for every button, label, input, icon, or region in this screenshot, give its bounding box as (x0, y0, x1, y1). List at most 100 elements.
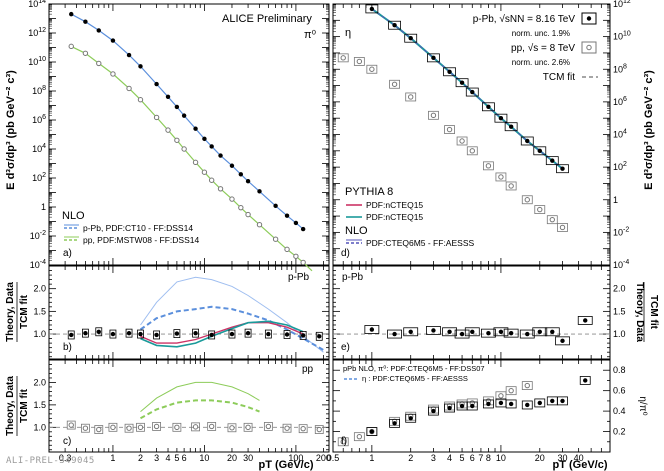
ppb-ratio-point (110, 331, 116, 337)
pp-ratio-point-syst-box (282, 423, 292, 433)
legend-nlo-eta-item: PDF:CTEQ6M5 - FF:AESSS (366, 238, 474, 248)
pp-pi0-point (208, 177, 215, 183)
ppb-eta-pi0-point-syst-box (483, 399, 494, 409)
ppb-eta-point-syst-box (455, 78, 469, 88)
ppb-eta-point (431, 55, 436, 61)
pp-ratio-point-syst-box (227, 423, 237, 433)
y-tick-label: 1012 (28, 27, 46, 38)
panel-label-e: e) (341, 342, 350, 353)
ppb-ratio-point-syst-box (82, 328, 89, 338)
legend-ppb: p-Pb, √sNN = 8.16 TeV (473, 13, 576, 25)
pythia-ppb-ratio (140, 322, 304, 344)
x-tick-label: 5 (460, 453, 465, 463)
ppb-eta-point (525, 138, 530, 144)
y-tick-label: 0.6 (613, 386, 626, 396)
pp-ratio-point (245, 424, 251, 431)
pp-eta-pi0-point-syst-box (505, 386, 517, 396)
ppb-eta-ratio-point (486, 330, 491, 336)
pp-eta-point (549, 216, 555, 223)
ppb-ratio-point (300, 333, 306, 338)
y-tick-label: 108 (613, 63, 627, 74)
ppb-pi0-point (209, 144, 214, 149)
ppb-eta-point-syst-box (533, 146, 547, 156)
ppb-eta-point (498, 115, 504, 121)
pp-ratio-point (137, 424, 144, 431)
y-tick-label: 1 (41, 202, 46, 212)
legend-pp-box (581, 41, 597, 54)
ppb-ratio-point-syst-box (153, 330, 160, 340)
ppb-eta-ratio-point-syst-box (364, 325, 380, 334)
pp-ratio-point-syst-box (124, 423, 134, 433)
pp-pi0-point (300, 259, 306, 266)
pp-ratio-point-syst-box (298, 424, 308, 434)
ppb-eta-ratio-point-syst-box (493, 327, 509, 337)
pp-eta-pi0-point-syst-box (521, 381, 533, 390)
ppb-ratio-point (284, 332, 290, 337)
ppb-eta-pi0-point (550, 398, 555, 404)
pp-eta-point-syst-box (456, 136, 468, 146)
pp-ratio-point (82, 425, 89, 431)
ppb-eta-ratio-point (560, 338, 565, 344)
ppb-eta-ratio-point-syst-box (532, 327, 548, 337)
nlo-ppb-band-upper (140, 276, 324, 353)
ratio-ytitle-top-b: Theory, Data (5, 282, 16, 342)
ppb-ratio-point-syst-box (109, 329, 117, 339)
ppb-ratio-point-syst-box (67, 330, 75, 340)
pp-eta-point-syst-box (557, 223, 568, 232)
nlo-ppb-curve (70, 13, 304, 230)
pp-eta-pi0-point (508, 387, 514, 394)
pp-eta-point-syst-box (444, 125, 455, 134)
y-tick-label: 1.5 (33, 306, 46, 316)
nlo-pp-band-upper (140, 381, 260, 412)
ppb-eta-pi0-point (583, 378, 588, 383)
ppb-ratio-point-syst-box (244, 328, 252, 338)
y-tick-label: 108 (32, 85, 46, 96)
x-tick-label: 4 (166, 453, 171, 463)
pp-ratio-point (229, 425, 235, 431)
x-tick-label: 1 (369, 453, 374, 463)
ppb-eta-ratio-point-syst-box (544, 327, 560, 337)
ppb-pi0-point (174, 104, 180, 110)
ppb-ratio-point-syst-box (315, 331, 323, 341)
legend-pp: pp, √s = 8 TeV (511, 42, 575, 54)
legend-eta-pi0-2: η : PDF:CTEQ6M5 - FF:AESSS (362, 374, 468, 383)
ppb-pi0-point (218, 153, 223, 158)
pp-ratio-point (153, 423, 160, 430)
ppb-eta-pi0-point (447, 405, 452, 411)
pp-ratio-point (174, 424, 180, 431)
ppb-eta-point-syst-box (482, 102, 495, 112)
ppb-eta-pi0-point (498, 400, 504, 406)
pp-eta-point (508, 183, 514, 189)
legend-nlo-item: p-Pb, PDF:CT10 - FF:DSS14 (83, 223, 193, 233)
panel-label-d: d) (341, 248, 350, 259)
ppb-ratio-point (69, 332, 74, 338)
pp-eta-point (391, 81, 398, 87)
ppb-eta-ratio-point (550, 329, 555, 334)
y-tick-label: 102 (613, 161, 627, 172)
ppb-eta-point (550, 158, 555, 163)
pp-pi0-point (68, 43, 74, 50)
pp-eta-pi0-point (524, 382, 530, 389)
ppb-ratio-point (96, 329, 101, 334)
y-tick-label: 0.2 (613, 427, 626, 437)
pp-pi0-point (165, 127, 171, 133)
ppb-pi0-point (245, 179, 251, 184)
ppb-eta-point (537, 148, 542, 154)
ppb-ratio-point-syst-box (283, 330, 291, 339)
eta-label: η (345, 27, 351, 39)
ppb-eta-point (408, 36, 413, 41)
pp-pi0-point (174, 137, 180, 143)
pp-eta-point (537, 206, 543, 213)
ppb-pi0-point (96, 28, 101, 33)
ppb-ratio-point (126, 330, 132, 336)
pi0-label: π⁰ (304, 29, 317, 41)
y-tick-label: 104 (32, 143, 46, 154)
ppb-pi0-point (300, 226, 306, 232)
ppb-pi0-point (138, 64, 143, 69)
y-tick-label: 1 (613, 195, 618, 205)
ppb-eta-point-syst-box (365, 4, 379, 14)
y-tick-label: 1010 (613, 31, 631, 42)
ppb-eta-pi0-point (537, 400, 542, 406)
ratio-ytitle-bottom-c: TCM fit (19, 388, 30, 423)
ppb-ratio-point (229, 331, 235, 337)
